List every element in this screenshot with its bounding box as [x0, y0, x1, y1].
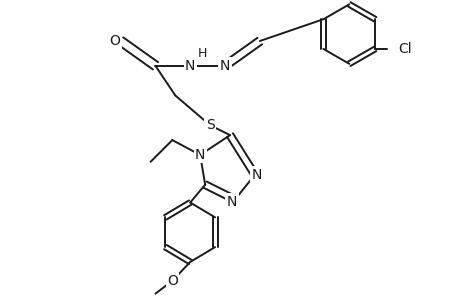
Text: N: N — [226, 194, 237, 208]
Text: N: N — [195, 148, 205, 162]
Text: N: N — [185, 59, 195, 73]
Text: N: N — [219, 59, 230, 73]
Text: O: O — [167, 274, 177, 288]
Text: Cl: Cl — [397, 42, 411, 56]
Text: O: O — [109, 34, 120, 48]
Text: N: N — [251, 168, 262, 182]
Text: S: S — [205, 118, 214, 132]
Text: H: H — [197, 47, 207, 60]
